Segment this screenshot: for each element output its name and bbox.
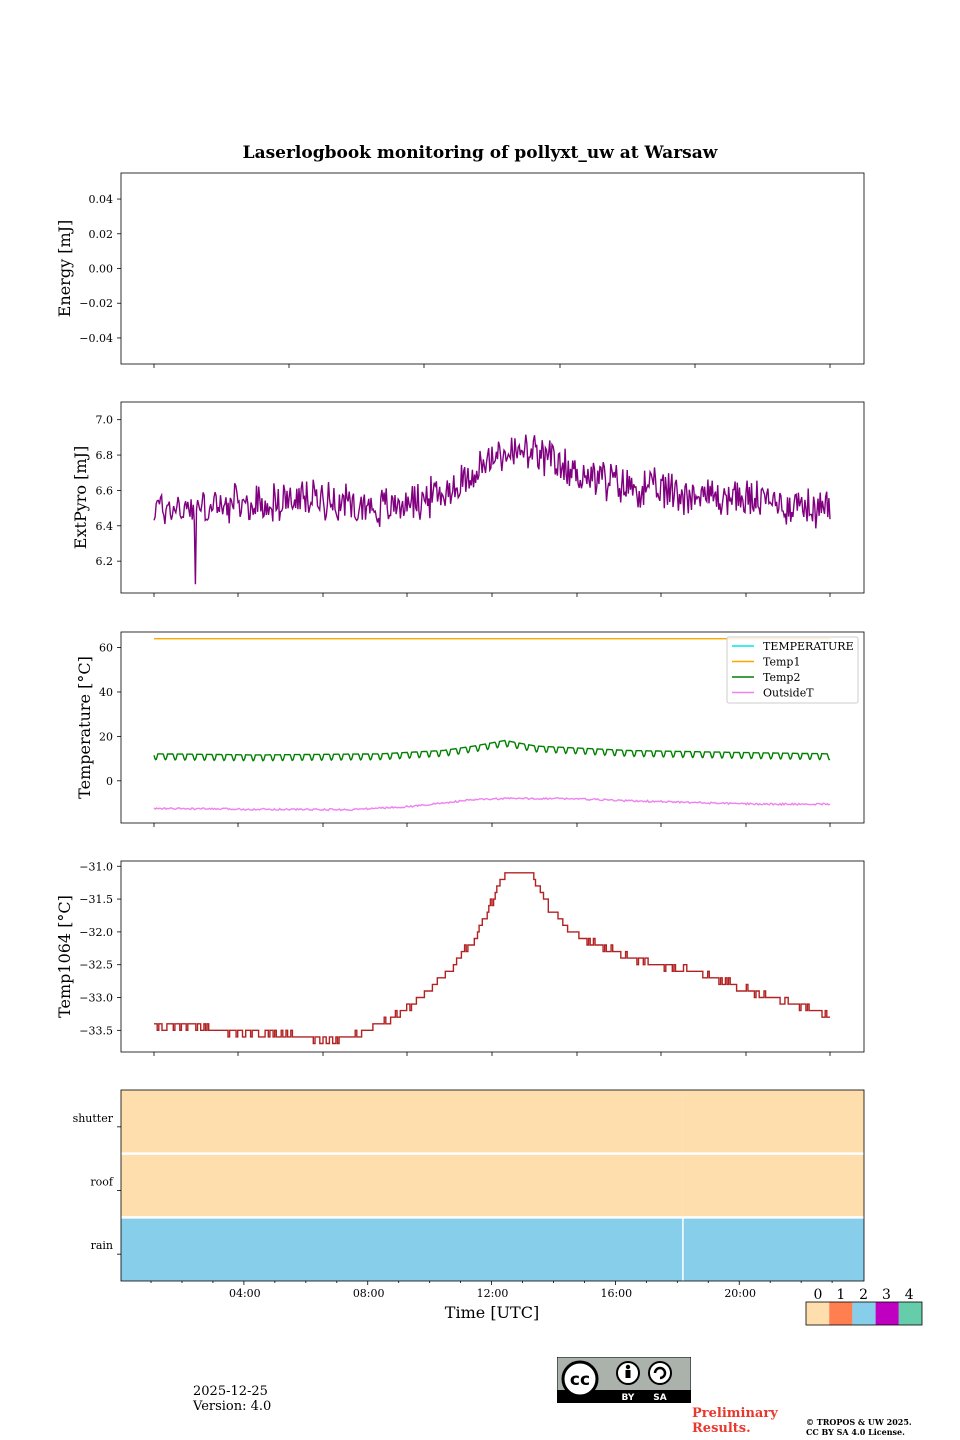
panel-4: −31.0 −31.5 −32.0 −32.5 −33.0 −33.5 Temp1064 [… [55,860,865,1056]
status-cell-roof [682,1153,864,1218]
y-tick-label: 6.2 [96,555,114,568]
version-text: Version: 4.0 [193,1399,272,1414]
y-tick-label: 40 [99,686,113,699]
colorbar-swatch-4 [898,1302,922,1325]
panel-5: shutter roof rain 04:00 08:00 12:00 16:00 20:00… [73,1089,923,1326]
colorbar-label-0: 0 [814,1287,823,1303]
y-tick-label: 6.4 [96,520,114,533]
legend-label-outsidet: OutsideT [763,687,814,700]
y-tick-label: 0 [106,775,113,788]
y-axis-label: Temp1064 [°C] [55,895,74,1018]
colorbar-frame [805,1301,923,1326]
legend: TEMPERATURE Temp1 Temp2 OutsideT [726,636,859,704]
legend-label-temperature: TEMPERATURE [763,640,854,653]
series-line-temp1064 [154,872,830,1045]
colorbar-label-2: 2 [859,1287,868,1303]
series-line-extpyro [153,434,831,585]
y-tick-label: 0.04 [89,193,114,206]
colorbar-swatch-0 [806,1302,830,1325]
axes-frame [120,401,865,594]
colorbar-swatch-1 [829,1302,853,1325]
status-cell-rain [121,1217,683,1281]
preliminary-results-note: Preliminary Results. [692,1406,778,1436]
cc-license-badge: cc BY SA [557,1357,691,1403]
x-tick-label: 04:00 [229,1287,261,1300]
preliminary-line-1: Preliminary [692,1406,778,1421]
row-label-shutter: shutter [73,1112,114,1125]
y-tick-label: −32.5 [79,959,113,972]
row-label-roof: roof [90,1176,114,1189]
y-tick-label: 20 [99,730,113,743]
status-cell-shutter [121,1090,683,1154]
axes-frame [120,860,865,1053]
y-tick-label: −31.0 [79,860,113,873]
axes-frame [120,1089,865,1282]
colorbar-label-4: 4 [905,1287,914,1303]
copyright-note: © TROPOS & UW 2025. CC BY SA 4.0 License… [806,1417,912,1437]
y-tick-label: 0.02 [89,228,114,241]
row-label-rain: rain [91,1239,113,1252]
y-tick-label: 7.0 [96,414,114,427]
y-tick-label: −33.5 [79,1024,113,1037]
copyright-line-1: © TROPOS & UW 2025. [806,1417,912,1427]
y-axis-label: Energy [mJ] [55,220,74,318]
legend-box [726,636,859,704]
copyright-line-2: CC BY SA 4.0 License. [806,1427,905,1437]
colorbar-label-1: 1 [836,1287,845,1303]
panel-2: 7.0 6.8 6.6 6.4 6.2 ExtPyro [mJ] [71,401,865,597]
x-tick-label: 12:00 [477,1287,509,1300]
y-tick-label: 6.8 [96,449,114,462]
x-tick-label: 20:00 [724,1287,756,1300]
series-line-temp2 [153,739,831,762]
y-tick-label: −31.5 [79,893,113,906]
y-axis-label: Temperature [°C] [75,656,94,799]
colorbar-swatch-3 [875,1302,899,1325]
status-cell-rain [682,1217,864,1281]
series-line-outsidet [153,796,831,812]
by-label: BY [622,1393,635,1403]
x-tick-label: 16:00 [600,1287,632,1300]
y-tick-label: −33.0 [79,992,113,1005]
sa-label: SA [653,1393,666,1403]
y-tick-label: −0.02 [79,297,113,310]
axes-frame [120,172,865,365]
axes-frame [120,631,865,824]
y-axis-label: ExtPyro [mJ] [71,446,90,549]
panel-1: 0.04 0.02 0.00 −0.02 −0.04 Energy [mJ] [55,172,865,368]
cc-logo-icon [561,1360,599,1398]
date-text: 2025-12-25 [193,1384,268,1399]
x-axis-label: Time [UTC] [445,1303,539,1322]
preliminary-line-2: Results. [692,1421,751,1436]
legend-label-temp2: Temp2 [763,671,800,684]
preliminary-line: Preliminary Results. [692,1406,778,1436]
y-tick-label: −32.0 [79,926,113,939]
chart-title: Laserlogbook monitoring of pollyxt_uw at… [243,143,718,163]
cc-logo-text: cc [570,1370,590,1390]
status-cell-shutter [682,1090,864,1154]
y-tick-label: −0.04 [79,332,113,345]
y-tick-label: 60 [99,642,113,655]
colorbar-swatch-2 [852,1302,876,1325]
legend-label-temp1: Temp1 [763,656,800,669]
sa-share-icon [648,1361,672,1385]
colorbar-label-3: 3 [882,1287,891,1303]
y-tick-label: 0.00 [89,263,114,276]
status-cell-roof [121,1153,683,1218]
x-tick-label: 08:00 [353,1287,385,1300]
y-tick-label: 6.6 [96,484,114,497]
